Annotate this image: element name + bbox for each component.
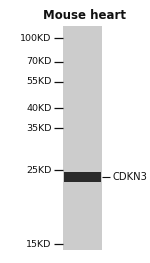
Text: 100KD: 100KD: [20, 34, 52, 43]
Text: 70KD: 70KD: [26, 57, 52, 66]
Text: 40KD: 40KD: [26, 104, 52, 113]
Text: 25KD: 25KD: [26, 166, 52, 175]
Text: 55KD: 55KD: [26, 77, 52, 86]
Bar: [64, 172, 101, 182]
Bar: [63, 26, 102, 250]
Text: Mouse heart: Mouse heart: [42, 9, 126, 22]
Text: 15KD: 15KD: [26, 240, 52, 249]
Text: 35KD: 35KD: [26, 124, 52, 133]
Text: CDKN3: CDKN3: [112, 172, 147, 182]
